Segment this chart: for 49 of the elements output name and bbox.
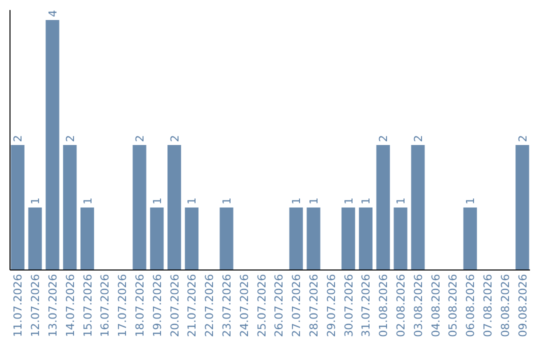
data-label: 1 bbox=[464, 198, 478, 204]
x-tick-label: 18.07.2026 bbox=[133, 274, 146, 337]
x-tick-label: 09.08.2026 bbox=[516, 274, 530, 337]
x-tick-label: 31.07.2026 bbox=[360, 274, 373, 337]
data-label: 2 bbox=[64, 135, 77, 142]
x-tick-label: 20.07.2026 bbox=[168, 274, 182, 337]
data-label: 2 bbox=[516, 135, 530, 142]
x-tick-label: 25.07.2026 bbox=[255, 274, 268, 337]
data-label: 1 bbox=[220, 198, 234, 204]
data-label: 1 bbox=[342, 198, 356, 204]
x-tick-label: 19.07.2026 bbox=[150, 274, 164, 337]
x-tick-label: 29.07.2026 bbox=[324, 274, 338, 337]
data-label: 2 bbox=[412, 135, 425, 142]
x-tick-label: 13.07.2026 bbox=[46, 274, 60, 337]
x-tick-label: 04.08.2026 bbox=[429, 274, 442, 337]
data-label: 2 bbox=[377, 135, 390, 142]
x-tick-label: 24.07.2026 bbox=[238, 274, 251, 337]
data-label: 1 bbox=[81, 198, 94, 204]
x-tick-label: 16.07.2026 bbox=[98, 274, 112, 337]
data-label: 2 bbox=[133, 135, 146, 142]
x-tick-label: 14.07.2026 bbox=[64, 274, 77, 337]
x-tick-label: 05.08.2026 bbox=[446, 274, 460, 337]
x-tick-label: 08.08.2026 bbox=[498, 274, 512, 337]
x-tick-label: 11.07.2026 bbox=[12, 274, 25, 337]
x-tick-label: 03.08.2026 bbox=[412, 274, 425, 337]
x-tick-label: 17.07.2026 bbox=[116, 274, 130, 337]
data-label: 1 bbox=[360, 198, 373, 204]
x-tick-label: 06.08.2026 bbox=[464, 274, 478, 337]
data-label: 1 bbox=[308, 198, 321, 204]
x-tick-label: 02.08.2026 bbox=[394, 274, 408, 337]
x-tick-label: 27.07.2026 bbox=[290, 274, 304, 337]
data-label: 1 bbox=[29, 198, 42, 204]
data-label: 1 bbox=[186, 198, 199, 204]
data-label: 4 bbox=[46, 10, 60, 17]
x-tick-label: 15.07.2026 bbox=[81, 274, 94, 337]
data-label: 1 bbox=[290, 198, 304, 204]
data-label: 2 bbox=[12, 135, 25, 142]
x-tick-label: 23.07.2026 bbox=[220, 274, 234, 337]
data-label: 1 bbox=[150, 198, 164, 204]
x-tick-label: 07.08.2026 bbox=[482, 274, 495, 337]
data-label: 2 bbox=[168, 135, 182, 142]
x-tick-label: 26.07.2026 bbox=[272, 274, 286, 337]
x-tick-label: 28.07.2026 bbox=[308, 274, 321, 337]
x-tick-label: 22.07.2026 bbox=[203, 274, 216, 337]
x-tick-label: 01.08.2026 bbox=[377, 274, 390, 337]
x-tick-label: 12.07.2026 bbox=[29, 274, 42, 337]
data-label: 1 bbox=[394, 198, 408, 204]
x-tick-label: 21.07.2026 bbox=[186, 274, 199, 337]
x-tick-label: 30.07.2026 bbox=[342, 274, 356, 337]
